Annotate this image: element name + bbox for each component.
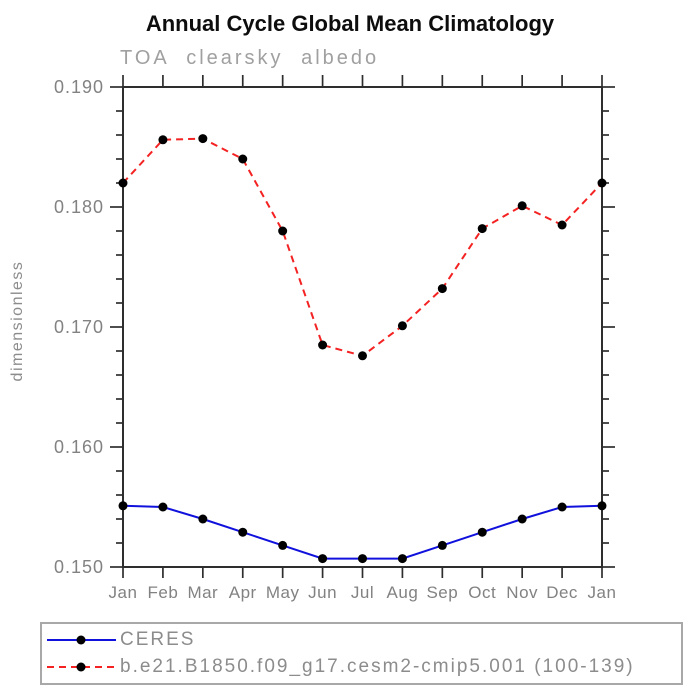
series-model — [118, 134, 607, 361]
data-point-marker — [318, 554, 328, 564]
data-point-marker — [278, 540, 288, 550]
data-point-marker — [597, 178, 607, 188]
y-tick-label: 0.170 — [54, 317, 104, 337]
x-tick-label: Jun — [308, 583, 337, 602]
x-tick-label: Aug — [387, 583, 419, 602]
data-point-marker — [397, 554, 407, 564]
chart-subtitle: TOA clearsky albedo — [120, 47, 380, 69]
data-point-marker — [118, 501, 128, 511]
data-point-marker — [358, 554, 367, 564]
series-ceres — [118, 501, 607, 564]
data-point-marker — [477, 527, 487, 537]
data-point-marker — [477, 224, 487, 234]
x-tick-label: Feb — [148, 583, 179, 602]
x-tick-label: Dec — [546, 583, 578, 602]
y-tick-label: 0.150 — [54, 557, 104, 577]
data-point-marker — [358, 351, 367, 361]
legend-item-model: b.e21.B1850.f09_g17.cesm2-cmip5.001 (100… — [46, 654, 681, 681]
legend-label-model: b.e21.B1850.f09_g17.cesm2-cmip5.001 (100… — [120, 656, 635, 677]
y-tick-label: 0.180 — [54, 197, 104, 217]
legend-marker-dot — [76, 635, 86, 645]
x-tick-label: Nov — [506, 583, 538, 602]
x-tick-label: Jan — [109, 583, 138, 602]
data-point-marker — [198, 134, 208, 144]
legend-item-ceres: CERES — [46, 627, 681, 654]
data-point-marker — [557, 502, 567, 512]
x-tick-label: Jan — [588, 583, 617, 602]
y-tick-label: 0.190 — [54, 77, 104, 97]
x-tick-label: Mar — [187, 583, 218, 602]
x-tick-label: May — [266, 583, 300, 602]
data-point-marker — [597, 501, 607, 511]
x-tick-label: Apr — [229, 583, 257, 602]
axes-frame — [122, 86, 603, 568]
data-point-marker — [517, 514, 527, 524]
legend-marker-dot — [76, 662, 86, 672]
data-point-marker — [238, 154, 248, 164]
axis-ticks — [110, 75, 615, 578]
data-point-marker — [238, 527, 248, 537]
x-tick-label: Jul — [351, 583, 374, 602]
data-point-marker — [158, 135, 168, 145]
y-tick-label: 0.160 — [54, 437, 104, 457]
data-point-marker — [557, 220, 567, 230]
data-point-marker — [198, 514, 208, 524]
data-point-marker — [278, 226, 288, 236]
axis-tick-labels: Jan Feb Mar Apr May Jun Jul Aug Sep Oct Nov Dec Jan 0… — [54, 77, 617, 602]
legend-line-sample-model — [47, 662, 116, 672]
data-point-marker — [437, 284, 447, 294]
data-point-marker — [517, 201, 527, 211]
data-point-marker — [397, 321, 407, 331]
data-point-marker — [158, 502, 168, 512]
data-point-marker — [118, 178, 128, 188]
x-tick-label: Sep — [426, 583, 458, 602]
data-point-marker — [437, 540, 447, 550]
data-point-marker — [318, 340, 328, 350]
legend-box: CERES b.e21.B1850.f09_g17.cesm2-cmip5.00… — [40, 622, 683, 685]
legend-label-ceres: CERES — [120, 629, 196, 650]
chart-title: Annual Cycle Global Mean Climatology — [145, 11, 555, 36]
x-tick-label: Oct — [468, 583, 496, 602]
legend-line-sample-ceres — [47, 635, 116, 645]
